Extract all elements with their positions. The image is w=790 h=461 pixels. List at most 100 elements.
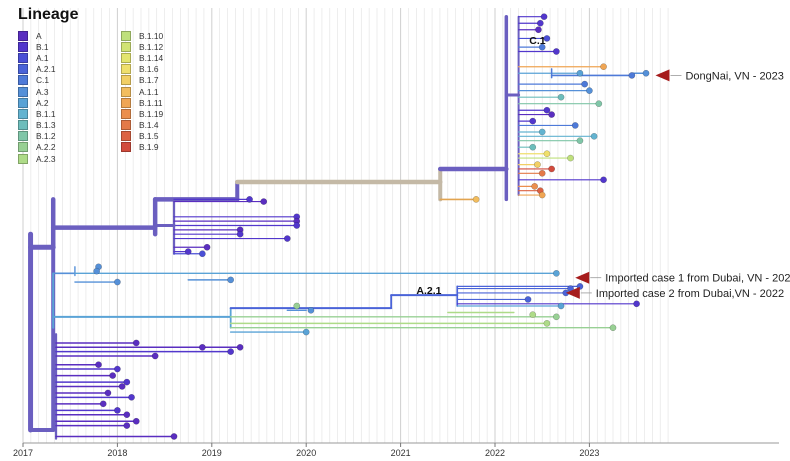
legend-item: B.1.3 xyxy=(18,120,56,131)
tree-tip xyxy=(543,35,551,42)
legend-swatch xyxy=(121,41,131,52)
tree-tip xyxy=(609,324,617,332)
legend-label: B.1.11 xyxy=(139,97,163,108)
tree-tip xyxy=(260,198,268,205)
tree-tip xyxy=(104,389,112,397)
tree-tip xyxy=(95,361,102,369)
legend-label: B.1.3 xyxy=(36,120,56,131)
annotation-arrow xyxy=(565,286,580,299)
legend-item: A xyxy=(18,30,56,41)
legend-label: B.1.10 xyxy=(139,30,164,41)
tree-tip xyxy=(93,267,100,275)
tree-tip xyxy=(199,343,206,351)
tree-tip xyxy=(118,383,126,390)
legend-swatch xyxy=(121,52,131,63)
legend-item: A.2.2 xyxy=(18,142,56,153)
x-tick-label: 2017 xyxy=(13,448,33,458)
tree-tip xyxy=(567,154,574,162)
tree-tip xyxy=(595,100,603,108)
x-tick-label: 2020 xyxy=(296,448,316,458)
tree-tip xyxy=(590,132,598,140)
legend-swatch xyxy=(18,64,28,75)
annotations: DongNai, VN - 2023 Imported case 1 from D… xyxy=(565,69,790,300)
tree-tip xyxy=(536,19,544,27)
tree-tip xyxy=(307,306,315,314)
tree-tip xyxy=(557,302,565,310)
tree-tip xyxy=(283,235,291,242)
legend-label: A.1 xyxy=(36,52,49,63)
legend-item: A.2.1 xyxy=(18,64,56,75)
legend-item: B.1.5 xyxy=(121,131,163,142)
legend-swatch xyxy=(121,30,131,41)
x-tick-label: 2023 xyxy=(579,448,599,458)
legend-label: C.1 xyxy=(36,75,50,86)
legend-item: B.1.10 xyxy=(121,30,163,41)
clade-label: C.1 xyxy=(529,35,546,47)
legend-swatch xyxy=(18,52,28,63)
legend-item: A.1.1 xyxy=(121,86,163,97)
legend-swatch xyxy=(18,153,28,164)
tree-tip xyxy=(199,250,206,258)
tree-tip xyxy=(529,311,537,319)
legend-swatch xyxy=(18,41,28,52)
tree-tip xyxy=(543,150,551,158)
tree-branches xyxy=(28,14,647,440)
legend-swatch xyxy=(121,108,131,119)
tree-tip xyxy=(529,117,537,125)
tree-tip xyxy=(538,169,546,177)
legend-swatch xyxy=(18,108,28,119)
tree-tip xyxy=(548,165,555,173)
tree-tip xyxy=(524,296,532,303)
legend-item: B.1.7 xyxy=(121,75,163,86)
legend-label: A.3 xyxy=(36,86,49,97)
tree-tip xyxy=(571,122,579,129)
legend-swatch xyxy=(121,86,131,97)
legend-item: A.2.3 xyxy=(18,153,56,164)
tree-tip xyxy=(114,407,121,414)
legend-label: B.1.6 xyxy=(139,64,159,75)
legend-label: B.1.5 xyxy=(139,131,159,142)
legend-label: A.2.2 xyxy=(36,142,56,153)
tree-tip xyxy=(227,276,235,284)
x-tick-label: 2018 xyxy=(107,448,127,458)
tree-tip xyxy=(114,278,121,286)
legend-swatch xyxy=(18,30,28,41)
tree-tip xyxy=(576,137,584,145)
tree-tip xyxy=(628,72,636,79)
tree-tip xyxy=(535,26,542,34)
tree-tips xyxy=(93,13,650,440)
clade-label: A.2.1 xyxy=(416,285,441,297)
legend-swatch xyxy=(121,64,131,75)
tree-tip xyxy=(538,43,546,51)
legend-swatch xyxy=(18,142,28,153)
legend-item: B.1.2 xyxy=(18,131,56,142)
tree-tip xyxy=(543,320,551,327)
legend-swatch xyxy=(18,131,28,142)
annotation-arrow xyxy=(575,271,590,284)
tree-tip xyxy=(543,106,551,114)
tree-tip xyxy=(538,128,546,136)
legend-item: B.1.11 xyxy=(121,97,163,108)
tree-tip xyxy=(553,313,560,321)
legend-swatch xyxy=(18,86,28,97)
tree-tip xyxy=(236,230,244,238)
legend-label: A.2.3 xyxy=(36,153,56,164)
tree-tip xyxy=(553,48,560,55)
tree-tip xyxy=(236,343,244,351)
legend-label: B.1.9 xyxy=(139,142,159,153)
legend-swatch xyxy=(18,120,28,131)
tree-tip xyxy=(633,300,640,308)
legend-item: B.1.9 xyxy=(121,142,163,153)
tree-tip xyxy=(540,13,548,21)
tree-tip xyxy=(581,80,589,88)
tree-tip xyxy=(123,411,131,419)
legend-label: B.1.1 xyxy=(36,108,56,119)
tree-tip xyxy=(534,161,541,168)
legend-item: B.1.14 xyxy=(121,52,163,63)
tree-tip xyxy=(132,339,140,347)
tree-tip xyxy=(557,93,565,101)
time-axis: 2017 2018 2019 2020 2021 2022 2023 xyxy=(13,442,779,458)
x-tick-label: 2022 xyxy=(485,448,505,458)
